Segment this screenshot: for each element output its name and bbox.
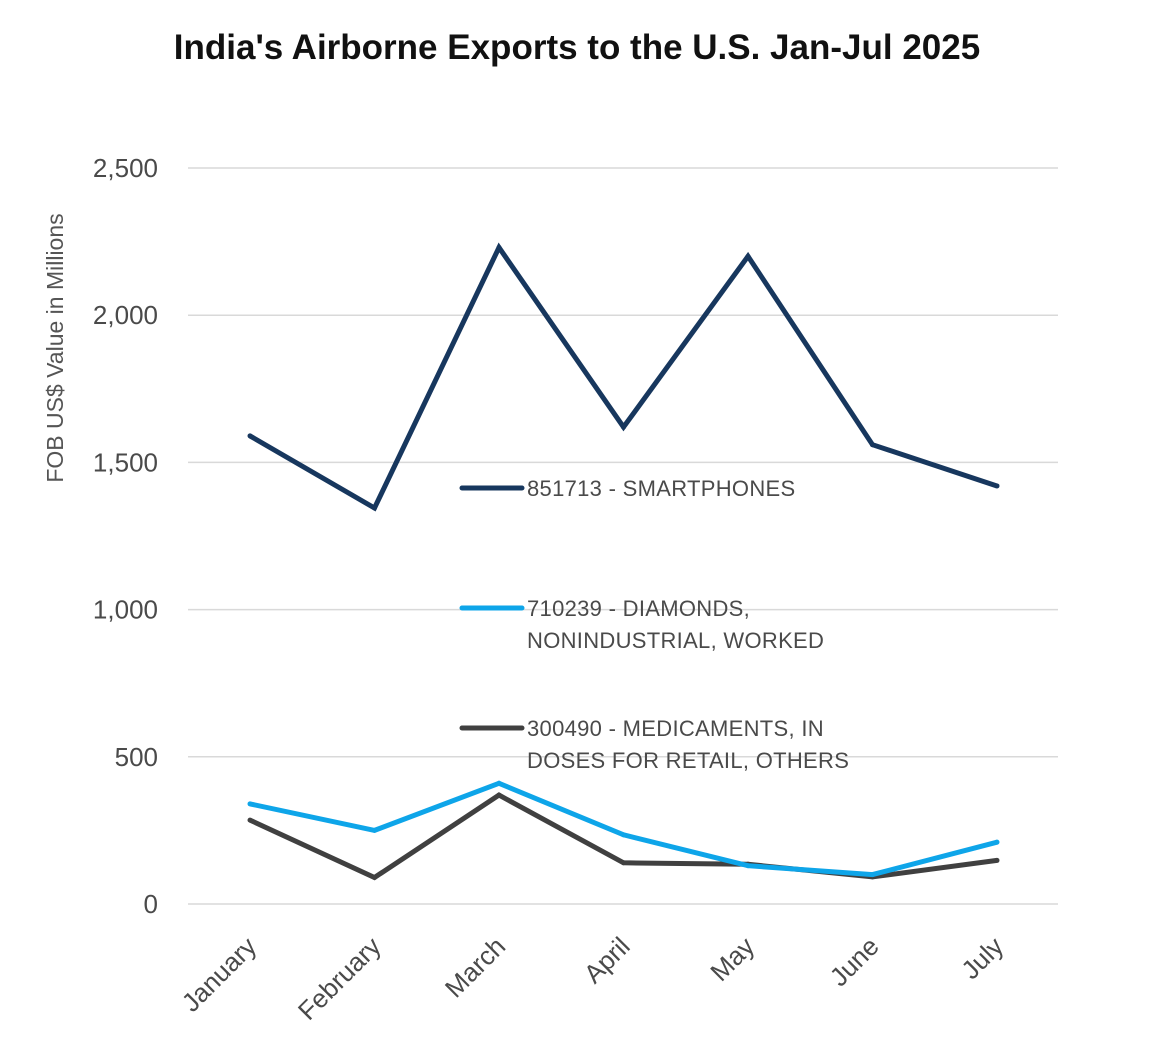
data-point bbox=[496, 780, 502, 786]
x-axis-ticks: January February March April May June July bbox=[176, 931, 1010, 1026]
x-tick-label: February bbox=[292, 931, 387, 1026]
legend: 851713 - SMARTPHONES 710239 - DIAMONDS, NO… bbox=[459, 476, 849, 773]
x-tick-label: July bbox=[955, 931, 1009, 985]
legend-label: 851713 - SMARTPHONES bbox=[527, 476, 795, 501]
data-point bbox=[994, 857, 1000, 863]
data-point bbox=[372, 505, 377, 511]
series-lines bbox=[247, 242, 1000, 881]
data-point bbox=[372, 827, 377, 833]
x-tick-label: March bbox=[439, 931, 511, 1003]
y-tick-label: 500 bbox=[115, 742, 158, 772]
data-point bbox=[621, 424, 626, 430]
legend-label: 300490 - MEDICAMENTS, IN bbox=[527, 716, 824, 741]
data-point bbox=[745, 253, 751, 259]
y-tick-label: 1,500 bbox=[93, 447, 158, 477]
legend-label: DOSES FOR RETAIL, OTHERS bbox=[527, 748, 849, 773]
y-tick-label: 0 bbox=[144, 889, 158, 919]
y-tick-label: 1,000 bbox=[93, 595, 158, 625]
data-point bbox=[870, 442, 875, 448]
data-point bbox=[496, 244, 502, 250]
data-point bbox=[372, 875, 377, 881]
data-point bbox=[621, 860, 626, 866]
legend-label: 710239 - DIAMONDS, bbox=[527, 596, 750, 621]
gridlines bbox=[188, 167, 1058, 905]
series-line bbox=[248, 242, 998, 512]
x-tick-label: June bbox=[824, 931, 885, 992]
y-axis-label: FOB US$ Value in Millions bbox=[42, 213, 68, 482]
data-point bbox=[994, 483, 1000, 489]
data-point bbox=[496, 792, 502, 798]
x-tick-label: April bbox=[578, 931, 636, 989]
data-point bbox=[870, 872, 875, 878]
legend-label: NONINDUSTRIAL, WORKED bbox=[527, 628, 824, 653]
x-tick-label: January bbox=[176, 931, 263, 1018]
y-tick-label: 2,500 bbox=[93, 153, 158, 183]
y-tick-label: 2,000 bbox=[93, 300, 158, 330]
data-point bbox=[621, 832, 626, 838]
data-point bbox=[745, 863, 751, 869]
data-point bbox=[994, 839, 1000, 845]
data-point bbox=[247, 433, 253, 439]
data-point bbox=[247, 801, 253, 807]
data-point bbox=[247, 817, 253, 823]
x-tick-label: May bbox=[704, 931, 760, 987]
chart-title: India's Airborne Exports to the U.S. Jan… bbox=[174, 28, 980, 67]
y-axis-ticks: 0 500 1,000 1,500 2,000 2,500 bbox=[93, 153, 158, 919]
